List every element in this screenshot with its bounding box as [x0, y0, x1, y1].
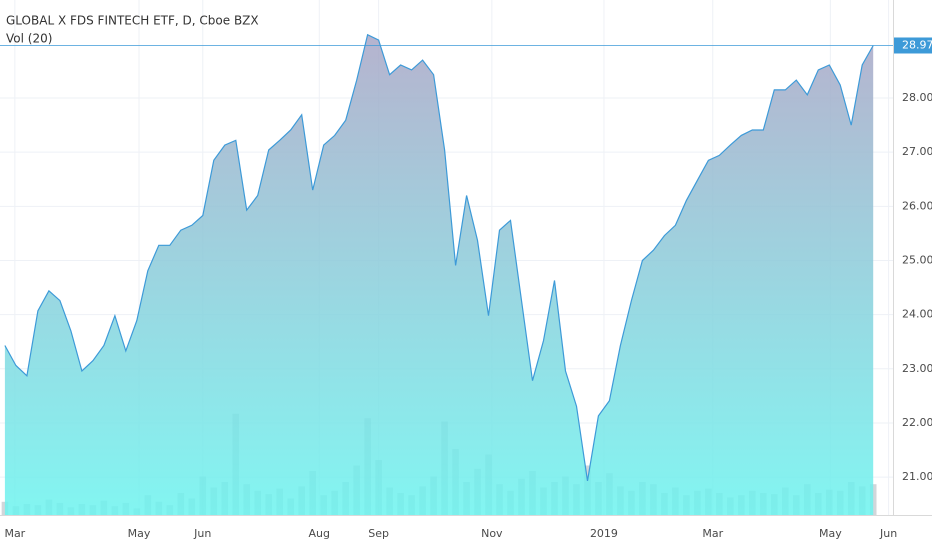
price-line	[4, 33, 874, 481]
x-tick-label: May	[128, 527, 151, 540]
x-tick-label: Mar	[702, 527, 723, 540]
x-tick-label: 2019	[590, 527, 618, 540]
chart-title: GLOBAL X FDS FINTECH ETF, D, Cboe BZX	[6, 14, 259, 28]
y-tick-label: 26.00	[902, 199, 932, 212]
x-tick-label: Sep	[368, 527, 389, 540]
y-tick-label: 27.00	[902, 145, 932, 158]
x-tick-label: Jun	[193, 527, 211, 540]
last-price-label: 28.97	[902, 38, 932, 51]
area	[4, 34, 874, 515]
x-tick-label: Jun	[879, 527, 897, 540]
x-tick-label: Mar	[4, 527, 25, 540]
y-tick-label: 21.00	[902, 470, 932, 483]
x-tick-label: Aug	[309, 527, 330, 540]
axes: 21.00 22.00 23.00 24.00 25.00 26.00 27.00 28.00…	[4, 37, 932, 540]
plot	[0, 33, 893, 515]
volume-label: Vol (20)	[6, 32, 52, 46]
x-tick-label: May	[819, 527, 842, 540]
y-tick-label: 22.00	[902, 416, 932, 429]
volume-bar	[869, 484, 877, 515]
last-price-tag	[894, 37, 932, 54]
y-tick-label: 25.00	[902, 253, 932, 266]
y-tick-label: 28.00	[902, 91, 932, 104]
y-tick-label: 23.00	[902, 362, 932, 375]
x-tick-label: Nov	[481, 527, 503, 540]
y-tick-label: 24.00	[902, 308, 932, 321]
